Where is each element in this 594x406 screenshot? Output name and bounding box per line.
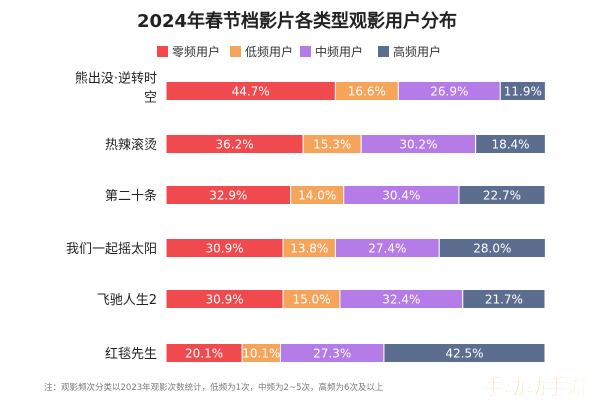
bar-segment	[475, 134, 546, 154]
legend-item: 低频用户	[230, 44, 293, 59]
legend-label: 低频用户	[245, 44, 293, 59]
legend-swatch	[157, 46, 168, 57]
legend-swatch	[378, 46, 389, 57]
bar-value-label: 20.1%	[185, 347, 223, 361]
bar-value-label: 27.4%	[368, 242, 406, 256]
bar-value-label: 30.4%	[382, 189, 420, 203]
bar-segment	[458, 185, 546, 205]
bar-value-label: 10.1%	[242, 347, 280, 361]
bar-value-label: 36.2%	[216, 138, 254, 152]
bar-value-label: 18.4%	[491, 138, 529, 152]
bar-value-label: 32.4%	[382, 293, 420, 307]
footnote: 注：观影频次分类以2023年观影次数统计，低频为1次，中频为2~5次，高频为6次…	[44, 382, 384, 393]
bar-segment	[499, 81, 546, 101]
bar-segment	[462, 289, 546, 309]
legend-item: 零频用户	[157, 44, 220, 59]
bar-value-label: 27.3%	[313, 347, 351, 361]
legend-swatch	[230, 46, 241, 57]
footnote-layer: 注：观影频次分类以2023年观影次数统计，低频为1次，中频为2~5次，高频为6次…	[44, 375, 588, 400]
bar-value-label: 15.3%	[313, 138, 351, 152]
bar-value-label: 28.0%	[473, 242, 511, 256]
bar-value-label: 30.9%	[205, 242, 243, 256]
legend-item: 高频用户	[378, 44, 441, 59]
legend-label: 高频用户	[393, 44, 441, 59]
bar-value-label: 30.2%	[399, 138, 437, 152]
bar-value-label: 11.9%	[504, 85, 542, 99]
bar-segment	[383, 343, 546, 363]
bar-value-label: 42.5%	[445, 347, 483, 361]
bars-layer: 44.7% 16.6% 26.9% 11.9% 36.2% 15.3% 30.2% 18.4%…	[165, 81, 546, 363]
bar-value-label: 16.6%	[348, 85, 386, 99]
legend-label: 零频用户	[172, 44, 220, 59]
category-label: 空	[144, 91, 157, 106]
category-label: 红毯先生	[105, 346, 157, 362]
category-label: 我们一起摇太阳	[66, 242, 157, 257]
legend-layer: 零频用户 低频用户 中频用户 高频用户	[157, 44, 441, 59]
title-layer: 2024年春节档影片各类型观影用户分布	[137, 10, 457, 32]
bar-value-label: 44.7%	[232, 85, 270, 99]
bar-value-label: 21.7%	[485, 293, 523, 307]
bar-value-label: 22.7%	[483, 189, 521, 203]
category-label: 熊出没·逆转时	[75, 71, 157, 87]
bar-value-label: 15.0%	[292, 293, 330, 307]
category-label: 热辣滚烫	[105, 137, 157, 153]
legend-label: 中频用户	[315, 44, 363, 59]
category-label: 第二十条	[105, 188, 157, 204]
bar-value-label: 30.9%	[205, 293, 243, 307]
bar-value-label: 32.9%	[209, 189, 247, 203]
chart-title: 2024年春节档影片各类型观影用户分布	[137, 10, 457, 32]
bar-value-label: 13.8%	[290, 242, 328, 256]
bar-value-label: 14.0%	[298, 189, 336, 203]
bar-segment	[438, 238, 546, 258]
bar-value-label: 26.9%	[430, 85, 468, 99]
category-label: 飞驰人生2	[97, 293, 157, 308]
watermark-logo: 手动动手游	[483, 375, 588, 399]
legend-swatch	[300, 46, 311, 57]
legend-item: 中频用户	[300, 44, 363, 59]
